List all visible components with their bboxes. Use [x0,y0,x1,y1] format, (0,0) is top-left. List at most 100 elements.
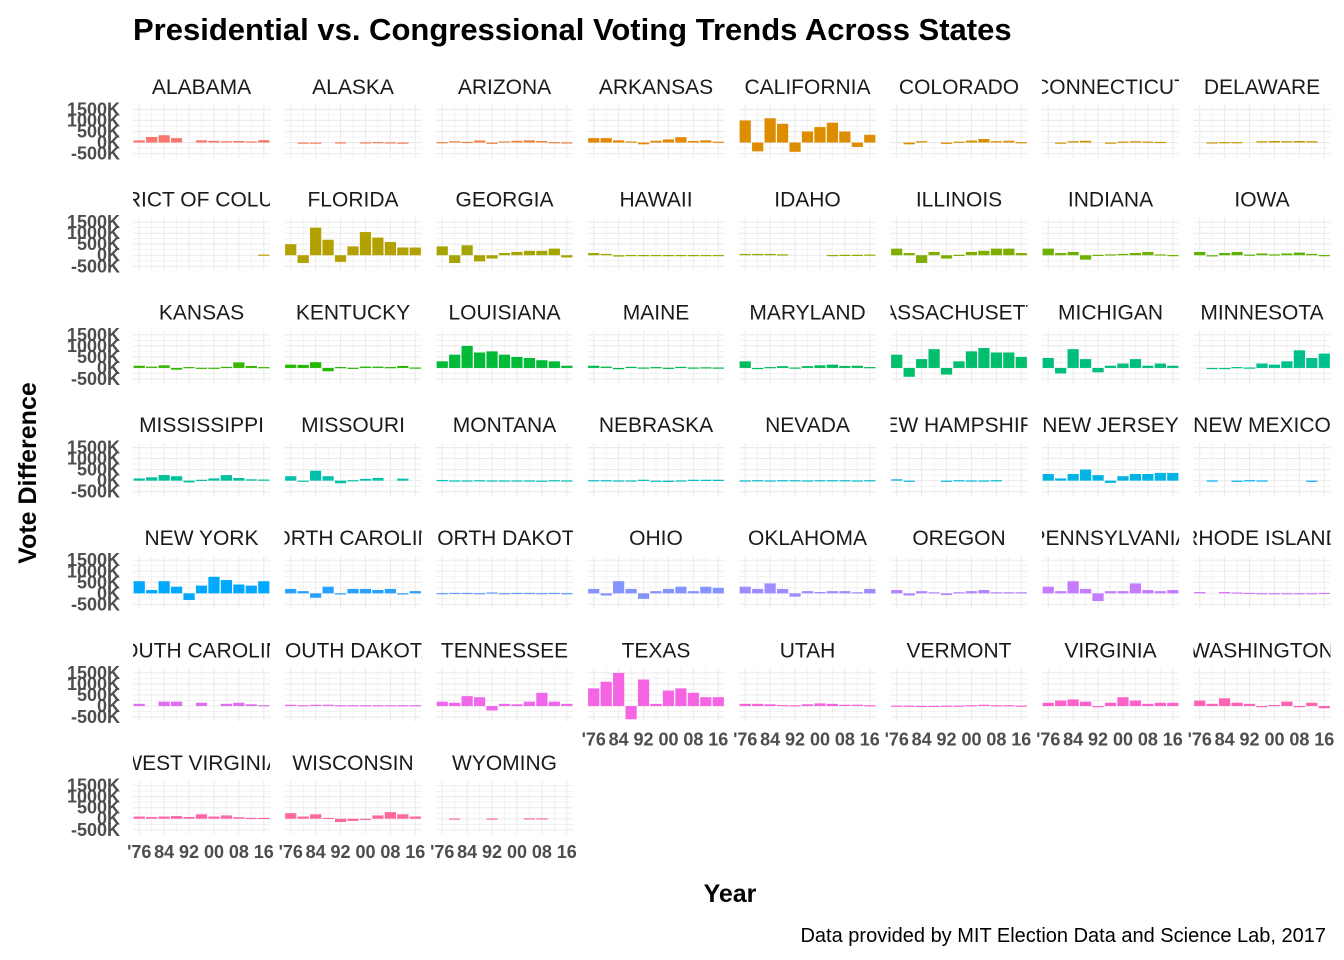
x-tick-label: 92 [179,842,199,862]
bar-tennessee-2012 [549,702,560,706]
bar-hawaii-2000 [663,255,674,256]
bar-tennessee-1984 [462,696,473,706]
bar-louisiana-1992 [486,351,497,368]
bar-texas-2008 [688,693,699,706]
x-tick-label: 00 [355,842,375,862]
bar-new-jersey-1984 [1068,474,1079,481]
facet-connecticut: CONNECTICUT [1034,76,1187,158]
facet-vermont: VERMONT'76 84 92 00 08 16 [885,640,1032,750]
bar-oklahoma-2016 [864,589,875,593]
bar-tennessee-1976 [437,702,448,706]
bar-arkansas-1996 [650,141,661,143]
bar-minnesota-1988 [1231,367,1242,368]
bar-mississippi-1996 [196,480,207,481]
bar-wisconsin-2000 [360,819,371,820]
bar-washington-1984 [1219,698,1230,706]
bar-vermont-1996 [953,706,964,707]
bar-illinois-1992 [941,255,952,258]
bar-wyoming-1980 [449,819,460,820]
bar-california-1984 [765,118,776,142]
bar-oregon-1984 [916,591,927,593]
y-tick-label: -500K [71,820,120,840]
bar-new-hampshire-2000 [966,480,977,481]
bar-michigan-1992 [1092,368,1103,372]
bar-new-york-2012 [246,586,257,594]
bar-florida-2000 [360,232,371,255]
facet-strip-label: NEW JERSEY [1042,414,1179,437]
x-tick-label: '76 [1188,730,1212,750]
facet-strip-label: MAINE [623,301,690,324]
bar-iowa-2000 [1269,254,1280,255]
bar-kansas-1996 [196,368,207,369]
facet-indiana: INDIANA [1042,189,1179,271]
facet-delaware: DELAWARE [1194,76,1331,158]
bar-ohio-2004 [675,587,686,594]
bar-michigan-1976 [1043,358,1054,368]
bar-vermont-1980 [904,706,915,707]
x-tick-label: 84 [760,730,780,750]
bar-wyoming-2008 [536,818,547,819]
bar-utah-2008 [839,705,850,706]
bar-new-hampshire-2004 [978,480,989,481]
bar-nebraska-2016 [713,480,724,481]
bar-new-hampshire-1976 [891,479,902,480]
bar-massachusetts-2000 [966,351,977,368]
bar-maryland-2012 [852,366,863,368]
bar-new-york-1980 [146,590,157,593]
bar-louisiana-2008 [536,360,547,368]
bar-kentucky-1996 [347,368,358,369]
bar-vermont-1992 [941,706,952,707]
bar-arizona-1976 [437,142,448,143]
bar-michigan-1988 [1080,359,1091,368]
bar-nevada-1992 [789,480,800,481]
x-tick-label: '76 [733,730,757,750]
bar-arkansas-2016 [713,142,724,143]
bar-south-dakota-2000 [360,705,371,706]
bar-utah-1996 [802,704,813,706]
bar-south-carolina-1996 [196,703,207,706]
x-tick-label: 92 [785,730,805,750]
bar-alabama-1996 [196,140,207,142]
facet-strip-label: LOUISIANA [448,301,560,324]
bar-illinois-2000 [966,252,977,255]
bar-south-dakota-2012 [397,705,408,706]
x-tick-label: 08 [1289,730,1309,750]
bar-utah-2004 [827,704,838,706]
bar-arkansas-1976 [588,138,599,142]
bar-nevada-2012 [852,480,863,481]
bar-mississippi-2016 [258,480,269,481]
facet-nebraska: NEBRASKA [588,414,725,496]
bar-montana-1996 [499,480,510,481]
bar-west-virginia-2000 [208,817,219,819]
facet-maine: MAINE [588,301,725,383]
bar-missouri-2012 [397,479,408,481]
facet-strip-label: OREGON [912,527,1005,550]
bar-massachusetts-1996 [953,361,964,368]
facet-iowa: IOWA [1194,189,1331,271]
bar-maryland-1988 [777,366,788,368]
bar-arizona-1988 [474,141,485,143]
bar-michigan-1980 [1055,368,1066,374]
bar-rhode-island-1984 [1219,592,1230,593]
bar-washington-1992 [1244,704,1255,706]
bar-new-york-2000 [208,577,219,594]
bar-oregon-2000 [966,591,977,593]
x-tick-label: 84 [1063,730,1083,750]
bar-oregon-1992 [941,593,952,595]
bar-ohio-2016 [713,588,724,594]
bar-california-2012 [852,143,863,147]
bar-idaho-1976 [740,254,751,255]
bar-delaware-1996 [1256,141,1267,142]
bar-california-2004 [827,123,838,143]
facet-rhode-island: RHODE ISLAND [1183,527,1341,609]
x-tick-label: '76 [127,842,151,862]
bar-rhode-island-2016 [1319,593,1330,594]
bar-oregon-1996 [953,592,964,593]
facet-california: CALIFORNIA [739,76,876,158]
x-tick-label: 00 [810,730,830,750]
bar-virginia-1996 [1105,703,1116,706]
bar-michigan-2008 [1142,366,1153,368]
bar-massachusetts-2012 [1003,352,1014,367]
bar-virginia-1980 [1055,701,1066,707]
bar-colorado-2012 [1003,141,1014,143]
